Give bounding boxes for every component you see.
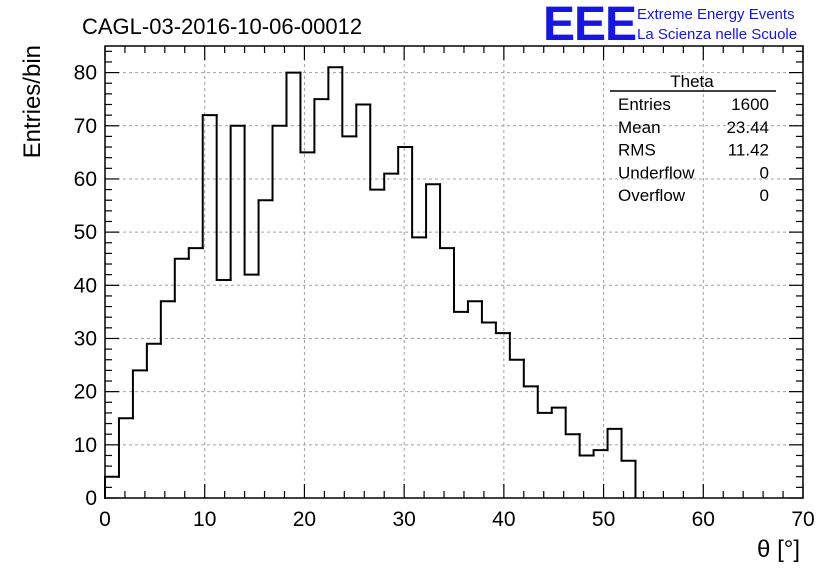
y-tick-label: 50: [74, 221, 97, 244]
stats-box: Theta Entries 1600 Mean 23.44 RMS 11.42 Underf…: [610, 72, 776, 205]
y-tick-label: 40: [74, 274, 97, 297]
stats-row-label: Underflow: [618, 163, 695, 182]
histogram-bin: [508, 332, 525, 361]
histogram-bin: [327, 66, 344, 101]
histogram-bin: [355, 103, 372, 138]
histogram-bin: [397, 146, 414, 175]
x-tick-label: 30: [392, 508, 415, 531]
y-tick-label: 60: [74, 168, 97, 191]
eee-logo: EEE Extreme Energy Events La Scienza nel…: [543, 0, 797, 51]
histogram-bin: [522, 358, 539, 388]
histogram-bin: [480, 300, 497, 324]
histogram-bin: [592, 449, 609, 457]
histogram-bin: [299, 71, 316, 154]
y-tick-label: 20: [74, 381, 97, 404]
y-tick-labels: 0 10 20 30 40 50 60 70 80: [74, 62, 97, 510]
histogram-bin: [383, 172, 400, 191]
histogram-bin: [313, 98, 330, 154]
histogram-bin: [411, 146, 428, 239]
histogram-bin: [187, 247, 204, 260]
logo-line-1: Extreme Energy Events: [637, 6, 795, 23]
x-tick-label: 70: [791, 508, 814, 531]
x-tick-labels: 0 10 20 30 40 50 60 70: [99, 508, 815, 531]
histogram-bin: [453, 247, 469, 313]
logo-line-2: La Scienza nelle Scuole: [637, 26, 797, 43]
chart-title: CAGL-03-2016-10-06-00012: [82, 14, 362, 39]
histogram-bin: [564, 406, 581, 436]
stats-row-label: Entries: [618, 95, 671, 114]
x-tick-label: 40: [492, 508, 515, 531]
x-tick-label: 60: [692, 508, 715, 531]
y-tick-label: 30: [74, 327, 97, 350]
histogram-bin: [117, 417, 134, 478]
histogram-bin: [536, 385, 553, 414]
x-tick-label: 10: [193, 508, 216, 531]
histogram-bin: [271, 124, 288, 202]
histogram-bin: [550, 406, 567, 414]
histogram-bin: [131, 369, 148, 420]
stats-row-value: 11.42: [728, 141, 769, 160]
y-tick-label: 70: [74, 115, 97, 138]
y-axis-title: Entries/bin: [19, 45, 46, 158]
eee-logo-mark: EEE: [543, 0, 636, 51]
x-axis-title: θ [°]: [757, 536, 800, 563]
plot-frame: [104, 45, 804, 499]
y-tick-label: 10: [74, 434, 97, 457]
histogram-bin: [215, 114, 232, 281]
stats-row-label: Mean: [618, 118, 661, 137]
x-tick-label: 20: [293, 508, 316, 531]
histogram-bin: [466, 300, 483, 313]
x-tick-label: 50: [592, 508, 615, 531]
histogram-bin: [606, 427, 623, 452]
histogram-bin: [494, 321, 511, 335]
histogram-bin: [257, 199, 274, 276]
stats-row-value: 0: [760, 163, 769, 182]
histogram-series: [104, 66, 637, 499]
stats-title: Theta: [670, 72, 714, 91]
stats-row-label: Overflow: [618, 186, 686, 205]
histogram-bin: [578, 433, 595, 457]
stats-row-value: 23.44: [726, 118, 769, 137]
histogram-bin: [620, 427, 637, 462]
histogram-bin: [439, 183, 455, 250]
histogram-bin: [229, 124, 246, 281]
histogram-bin: [425, 183, 442, 239]
histogram-bin: [369, 103, 386, 191]
histogram-bin: [285, 71, 302, 127]
axes: [104, 45, 804, 499]
histogram-bin: [243, 124, 260, 276]
histogram-bin: [159, 300, 176, 345]
stats-row-value: 0: [760, 186, 769, 205]
y-tick-label: 80: [74, 62, 97, 85]
histogram-bin: [341, 66, 358, 138]
stats-rows: Entries 1600 Mean 23.44 RMS 11.42 Underflow 0 Ov…: [618, 95, 769, 205]
histogram-bin: [201, 114, 218, 250]
histogram-bin: [173, 257, 190, 303]
stats-row-label: RMS: [618, 141, 656, 160]
stats-row-value: 1600: [731, 95, 769, 114]
y-tick-label: 0: [85, 487, 97, 510]
histogram-bin: [145, 342, 162, 372]
x-tick-label: 0: [99, 508, 111, 531]
